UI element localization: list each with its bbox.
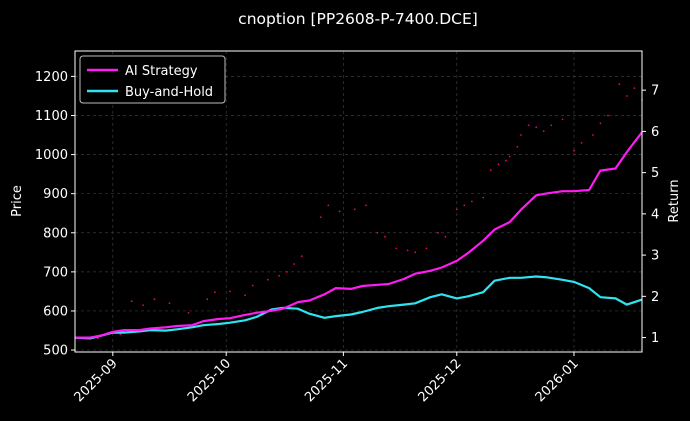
- y-axis-label-left: Price: [10, 185, 25, 217]
- right-axis: 1 2 3 4 5 6 7: [642, 84, 659, 346]
- price-point: [338, 210, 341, 213]
- price-point: [365, 204, 367, 207]
- y-tick-label-left: 1000: [35, 148, 68, 163]
- price-point: [497, 163, 500, 166]
- legend: AI Strategy Buy-and-Hold: [79, 55, 226, 104]
- y-tick-label-right: 6: [651, 125, 659, 140]
- price-point: [395, 247, 398, 250]
- price-point: [214, 291, 216, 294]
- price-point: [550, 124, 553, 127]
- legend-label-buy-and-hold: Buy-and-Hold: [125, 85, 213, 100]
- price-point: [285, 271, 288, 273]
- price-point: [251, 284, 254, 287]
- grid: [75, 51, 642, 352]
- price-point: [130, 300, 133, 303]
- price-point: [580, 142, 583, 144]
- chart-title: cnoption [PP2608-P-7400.DCE]: [238, 10, 478, 28]
- price-point: [266, 278, 269, 281]
- price-point: [168, 302, 171, 304]
- price-point: [119, 333, 122, 336]
- y-tick-label-right: 1: [651, 331, 659, 346]
- price-point: [516, 145, 519, 148]
- price-point: [293, 263, 296, 265]
- y-tick-label-left: 900: [43, 187, 68, 202]
- series-line-buy-and-hold: [74, 275, 643, 340]
- price-point: [508, 155, 511, 158]
- price-point: [618, 83, 621, 86]
- price-point: [353, 208, 356, 211]
- price-point: [542, 130, 545, 133]
- y-tick-label-right: 4: [651, 207, 659, 222]
- y-tick-label-left: 800: [43, 226, 68, 241]
- price-point: [444, 235, 447, 238]
- price-point: [561, 118, 564, 121]
- y-tick-label-left: 700: [43, 265, 68, 280]
- price-point: [244, 294, 247, 297]
- plot-frame: [74, 50, 643, 353]
- price-point: [327, 204, 330, 207]
- price-point: [505, 159, 507, 162]
- price-point: [278, 274, 280, 277]
- price-point: [535, 126, 538, 129]
- price-point: [599, 122, 602, 125]
- legend-label-ai-strategy: AI Strategy: [125, 64, 198, 79]
- y-tick-label-left: 500: [43, 344, 68, 359]
- left-axis: 500 600 700 800 900 1000 1100 1200: [35, 70, 75, 359]
- y-tick-label-right: 5: [651, 166, 659, 181]
- price-point: [437, 231, 439, 234]
- price-point: [414, 251, 417, 254]
- price-point: [206, 298, 209, 301]
- price-point: [406, 249, 409, 252]
- price-point: [96, 337, 99, 340]
- y-tick-label-left: 1200: [35, 70, 68, 85]
- price-point: [626, 95, 628, 97]
- price-point: [482, 196, 485, 199]
- y-tick-label-right: 7: [651, 84, 659, 99]
- price-point: [520, 134, 522, 136]
- price-point: [527, 124, 530, 127]
- price-point: [142, 304, 144, 306]
- price-point: [607, 114, 609, 117]
- price-point: [463, 204, 466, 207]
- y-tick-label-right: 3: [651, 249, 659, 264]
- price-point: [300, 255, 303, 258]
- price-point: [455, 208, 458, 211]
- y-tick-label-left: 1100: [35, 109, 68, 124]
- price-point: [319, 216, 322, 219]
- price-point: [187, 312, 190, 314]
- y-tick-label-left: 600: [43, 304, 68, 319]
- series-line-ai-strategy: [75, 131, 643, 339]
- price-point: [376, 231, 379, 234]
- price-point: [153, 298, 156, 301]
- price-points: [96, 83, 643, 340]
- y-axis-label-right: Return: [667, 179, 682, 222]
- price-point: [633, 87, 636, 89]
- series-lines: [74, 131, 643, 340]
- price-point: [489, 169, 492, 172]
- price-point: [384, 235, 386, 238]
- price-point: [425, 247, 428, 250]
- price-point: [471, 200, 473, 203]
- y-tick-label-right: 2: [651, 290, 659, 305]
- price-point: [592, 134, 594, 136]
- price-point: [229, 290, 231, 293]
- price-point: [573, 149, 575, 152]
